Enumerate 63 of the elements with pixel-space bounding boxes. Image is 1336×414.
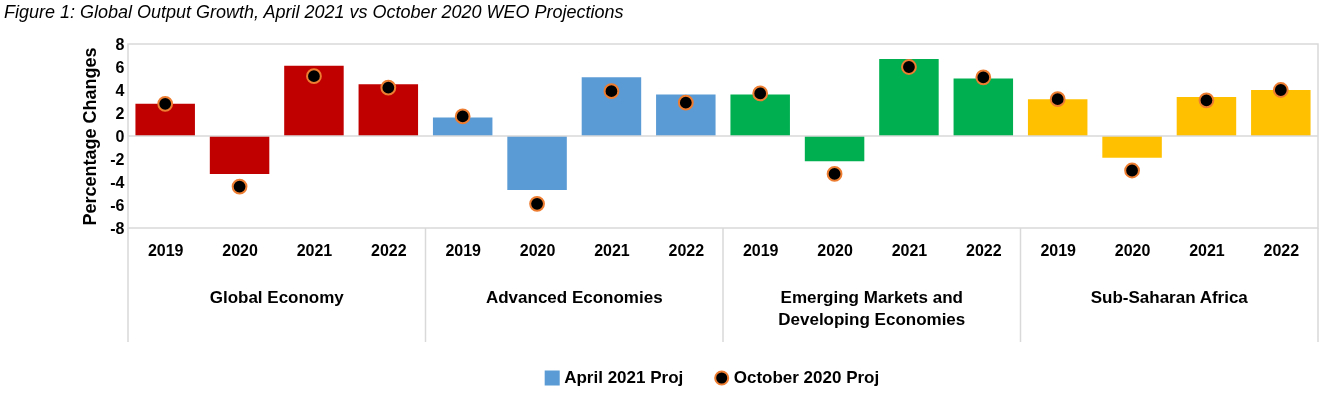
bar — [135, 103, 195, 136]
bar — [1102, 136, 1162, 158]
bar — [284, 65, 344, 136]
y-tick-label: -6 — [110, 196, 125, 214]
bar — [581, 77, 642, 136]
text: Sub-Saharan Africa — [1090, 288, 1249, 307]
x-tick-label: 2019 — [742, 241, 779, 259]
point — [901, 59, 917, 75]
y-tick-label: -4 — [110, 173, 125, 191]
point — [1124, 162, 1140, 179]
bar — [953, 78, 1014, 136]
point — [677, 94, 694, 111]
x-tick-label: 2019 — [147, 241, 184, 259]
bar — [1176, 96, 1237, 136]
x-tick-label: 2021 — [891, 241, 928, 259]
x-tick-label: 2020 — [1114, 241, 1151, 259]
point — [603, 83, 620, 100]
bar — [358, 84, 419, 136]
point — [826, 166, 843, 182]
x-tick-label: 2022 — [966, 241, 1002, 259]
x-tick-label: 2020 — [817, 241, 853, 259]
y-tick-label: 6 — [115, 58, 125, 76]
x-tick-label: 2021 — [1189, 241, 1225, 259]
chart-title: Figure 1: Global Output Growth, April 2021 vs October 2020 WEO Projections — [4, 2, 624, 22]
bar — [507, 136, 567, 191]
point — [1049, 91, 1066, 108]
y-tick-label: 0 — [115, 127, 125, 145]
point — [1272, 82, 1289, 98]
text: Global Economy — [209, 288, 345, 307]
x-tick-label: 2022 — [668, 241, 705, 259]
y-tick-label: 8 — [115, 35, 125, 53]
bar — [1027, 99, 1088, 136]
x-tick-label: 2020 — [222, 241, 258, 259]
point — [752, 85, 769, 102]
x-tick-label: 2019 — [1040, 241, 1077, 259]
y-tick-label: -8 — [110, 219, 125, 237]
legend-label: April 2021 Proj — [564, 368, 684, 387]
point — [975, 69, 992, 86]
text: Emerging Markets and Developing Economies — [778, 288, 966, 329]
bar — [804, 136, 865, 162]
legend-label: October 2020 Proj — [733, 368, 880, 387]
point — [231, 178, 248, 195]
text: Advanced Economies — [485, 288, 663, 307]
y-tick-label: -2 — [110, 150, 125, 168]
x-tick-label: 2021 — [296, 241, 333, 259]
y-tick-label: 2 — [115, 104, 125, 122]
bar — [1251, 90, 1311, 136]
bar — [730, 94, 790, 136]
x-tick-label: 2021 — [594, 241, 630, 259]
bar — [879, 58, 939, 136]
point — [529, 195, 545, 212]
x-tick-label: 2022 — [1263, 241, 1300, 259]
x-tick-label: 2020 — [519, 241, 556, 259]
point — [1198, 92, 1215, 109]
point — [306, 68, 322, 85]
y-axis-title: Percentage Changes — [80, 47, 101, 226]
point — [454, 108, 471, 125]
point — [157, 95, 174, 112]
bar — [209, 136, 270, 174]
point — [380, 79, 397, 96]
y-tick-label: 4 — [115, 81, 125, 99]
x-tick-label: 2019 — [445, 241, 482, 259]
x-tick-label: 2022 — [371, 241, 407, 259]
